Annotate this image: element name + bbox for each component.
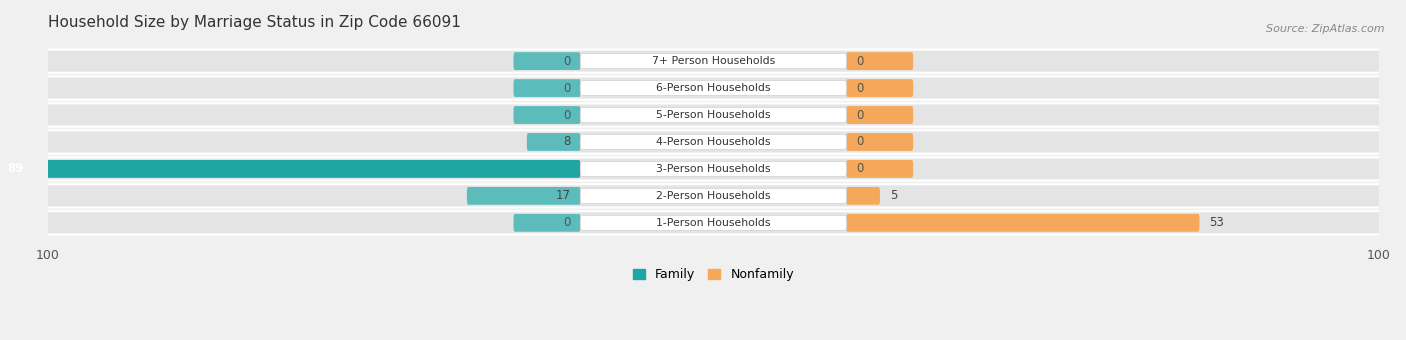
Text: 4-Person Households: 4-Person Households [657,137,770,147]
Text: 0: 0 [856,55,863,68]
FancyBboxPatch shape [34,157,1392,181]
Text: 17: 17 [555,189,571,202]
FancyBboxPatch shape [467,187,581,205]
Text: Household Size by Marriage Status in Zip Code 66091: Household Size by Marriage Status in Zip… [48,15,461,30]
Text: 2-Person Households: 2-Person Households [657,191,770,201]
Text: 0: 0 [562,55,571,68]
FancyBboxPatch shape [581,107,846,122]
FancyBboxPatch shape [527,133,581,151]
FancyBboxPatch shape [846,52,914,70]
FancyBboxPatch shape [846,133,914,151]
Text: 0: 0 [562,216,571,230]
Text: 7+ Person Households: 7+ Person Households [652,56,775,66]
FancyBboxPatch shape [0,160,581,178]
FancyBboxPatch shape [34,211,1392,234]
FancyBboxPatch shape [34,130,1392,154]
Text: 0: 0 [562,82,571,95]
FancyBboxPatch shape [581,81,846,96]
FancyBboxPatch shape [581,134,846,150]
Text: 5: 5 [890,189,897,202]
Text: 0: 0 [856,82,863,95]
FancyBboxPatch shape [513,79,581,97]
Text: Source: ZipAtlas.com: Source: ZipAtlas.com [1267,24,1385,34]
Text: 8: 8 [562,135,571,149]
Text: 0: 0 [856,163,863,175]
Text: 89: 89 [8,163,24,175]
Text: 0: 0 [856,108,863,121]
FancyBboxPatch shape [513,52,581,70]
FancyBboxPatch shape [581,54,846,69]
FancyBboxPatch shape [34,76,1392,100]
FancyBboxPatch shape [513,214,581,232]
Legend: Family, Nonfamily: Family, Nonfamily [633,268,794,281]
FancyBboxPatch shape [34,184,1392,207]
Text: 1-Person Households: 1-Person Households [657,218,770,228]
FancyBboxPatch shape [34,50,1392,73]
FancyBboxPatch shape [846,160,914,178]
FancyBboxPatch shape [581,215,846,231]
Text: 5-Person Households: 5-Person Households [657,110,770,120]
FancyBboxPatch shape [581,162,846,176]
FancyBboxPatch shape [34,103,1392,126]
FancyBboxPatch shape [846,79,914,97]
FancyBboxPatch shape [846,214,1199,232]
Text: 53: 53 [1209,216,1225,230]
Text: 3-Person Households: 3-Person Households [657,164,770,174]
FancyBboxPatch shape [513,106,581,124]
Text: 0: 0 [856,135,863,149]
FancyBboxPatch shape [581,188,846,203]
Text: 0: 0 [562,108,571,121]
FancyBboxPatch shape [846,106,914,124]
FancyBboxPatch shape [846,187,880,205]
Text: 6-Person Households: 6-Person Households [657,83,770,93]
